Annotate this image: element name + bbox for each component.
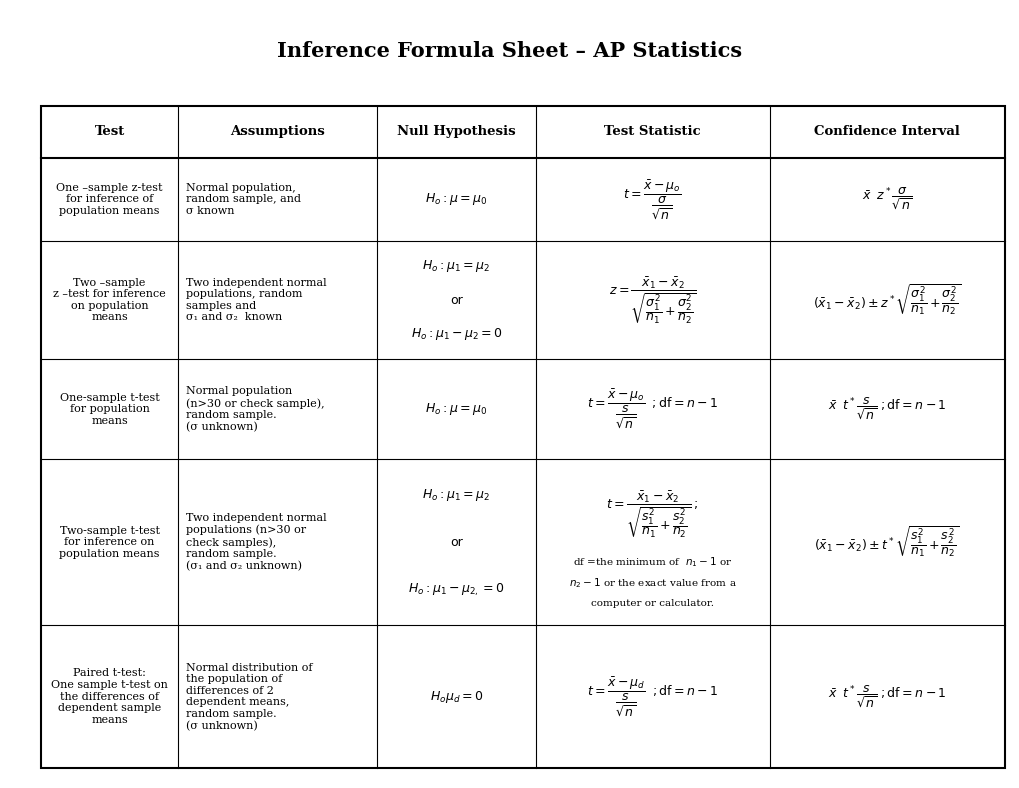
Text: $n_2 - 1$ or the exact value from a: $n_2 - 1$ or the exact value from a — [569, 576, 736, 589]
Text: One-sample t-test
for population
means: One-sample t-test for population means — [60, 392, 159, 426]
Text: $\bar{x} \;\; z^*\dfrac{\sigma}{\sqrt{n}}$: $\bar{x} \;\; z^*\dfrac{\sigma}{\sqrt{n}… — [861, 187, 912, 213]
Text: Test Statistic: Test Statistic — [604, 125, 700, 139]
Text: Confidence Interval: Confidence Interval — [813, 125, 960, 139]
Text: Two independent normal
populations, random
samples and
σ₁ and σ₂  known: Two independent normal populations, rand… — [185, 277, 326, 322]
Text: $t = \dfrac{\bar{x}_1 - \bar{x}_2}{\sqrt{\dfrac{s_1^2}{n_1}+\dfrac{s_2^2}{n_2}}}: $t = \dfrac{\bar{x}_1 - \bar{x}_2}{\sqrt… — [606, 489, 698, 539]
Text: Null Hypothesis: Null Hypothesis — [396, 125, 516, 139]
Text: $\bar{x} \;\; t^*\dfrac{s}{\sqrt{n}} \;; \mathrm{df} = n-1$: $\bar{x} \;\; t^*\dfrac{s}{\sqrt{n}} \;;… — [827, 396, 946, 422]
Text: computer or calculator.: computer or calculator. — [591, 599, 713, 608]
Text: $H_o: \mu_1 = \mu_2$: $H_o: \mu_1 = \mu_2$ — [422, 258, 490, 274]
Text: Two-sample t-test
for inference on
population means: Two-sample t-test for inference on popul… — [59, 526, 160, 559]
Text: $z = \dfrac{\bar{x}_1 - \bar{x}_2}{\sqrt{\dfrac{\sigma_1^2}{n_1}+\dfrac{\sigma_2: $z = \dfrac{\bar{x}_1 - \bar{x}_2}{\sqrt… — [608, 275, 696, 325]
Bar — [41, 106, 1004, 768]
Text: or: or — [449, 536, 463, 548]
Text: Two independent normal
populations (n>30 or
check samples),
random sample.
(σ₁ a: Two independent normal populations (n>30… — [185, 513, 326, 571]
Text: Normal distribution of
the population of
differences of 2
dependent means,
rando: Normal distribution of the population of… — [185, 663, 312, 731]
Text: One –sample z-test
for inference of
population means: One –sample z-test for inference of popu… — [56, 183, 163, 216]
Text: $\bar{x} \;\; t^*\dfrac{s}{\sqrt{n}} \;; \mathrm{df} = n-1$: $\bar{x} \;\; t^*\dfrac{s}{\sqrt{n}} \;;… — [827, 684, 946, 710]
Text: Normal population,
random sample, and
σ known: Normal population, random sample, and σ … — [185, 183, 301, 216]
Text: df =the minimum of  $n_1 - 1$ or: df =the minimum of $n_1 - 1$ or — [573, 556, 732, 569]
Text: Two –sample
z –test for inference
on population
means: Two –sample z –test for inference on pop… — [53, 277, 166, 322]
Text: Normal population
(n>30 or check sample),
random sample.
(σ unknown): Normal population (n>30 or check sample)… — [185, 386, 324, 432]
Text: Inference Formula Sheet – AP Statistics: Inference Formula Sheet – AP Statistics — [277, 41, 742, 61]
Text: $H_o: \mu_1 - \mu_{2,} = 0$: $H_o: \mu_1 - \mu_{2,} = 0$ — [408, 582, 504, 597]
Text: $H_o: \mu_1 - \mu_2 = 0$: $H_o: \mu_1 - \mu_2 = 0$ — [411, 325, 501, 342]
Text: Paired t-test:
One sample t-test on
the differences of
dependent sample
means: Paired t-test: One sample t-test on the … — [51, 668, 168, 725]
Text: $H_o \mu_d = 0$: $H_o \mu_d = 0$ — [429, 689, 483, 704]
Text: Assumptions: Assumptions — [230, 125, 325, 139]
Text: $H_o: \mu_1 = \mu_2$: $H_o: \mu_1 = \mu_2$ — [422, 487, 490, 503]
Text: $H_o: \mu = \mu_0$: $H_o: \mu = \mu_0$ — [425, 191, 487, 207]
Text: or: or — [449, 294, 463, 307]
Text: $H_o: \mu = \mu_0$: $H_o: \mu = \mu_0$ — [425, 401, 487, 417]
Text: $(\bar{x}_1 - \bar{x}_2) \pm t^*\sqrt{\dfrac{s_1^2}{n_1}+\dfrac{s_2^2}{n_2}}$: $(\bar{x}_1 - \bar{x}_2) \pm t^*\sqrt{\d… — [813, 525, 960, 559]
Text: Test: Test — [95, 125, 124, 139]
Text: $t = \dfrac{\bar{x}-\mu_o}{\dfrac{s}{\sqrt{n}}} \;\;; \mathrm{df} = n-1$: $t = \dfrac{\bar{x}-\mu_o}{\dfrac{s}{\sq… — [587, 388, 717, 430]
Text: $t = \dfrac{\bar{x}-\mu_d}{\dfrac{s}{\sqrt{n}}} \;\;; \mathrm{df} = n-1$: $t = \dfrac{\bar{x}-\mu_d}{\dfrac{s}{\sq… — [587, 675, 717, 718]
Text: $t = \dfrac{\bar{x}-\mu_o}{\dfrac{\sigma}{\sqrt{n}}}$: $t = \dfrac{\bar{x}-\mu_o}{\dfrac{\sigma… — [623, 178, 682, 221]
Text: $(\bar{x}_1 - \bar{x}_2) \pm z^*\sqrt{\dfrac{\sigma_1^2}{n_1}+\dfrac{\sigma_2^2}: $(\bar{x}_1 - \bar{x}_2) \pm z^*\sqrt{\d… — [812, 283, 961, 318]
